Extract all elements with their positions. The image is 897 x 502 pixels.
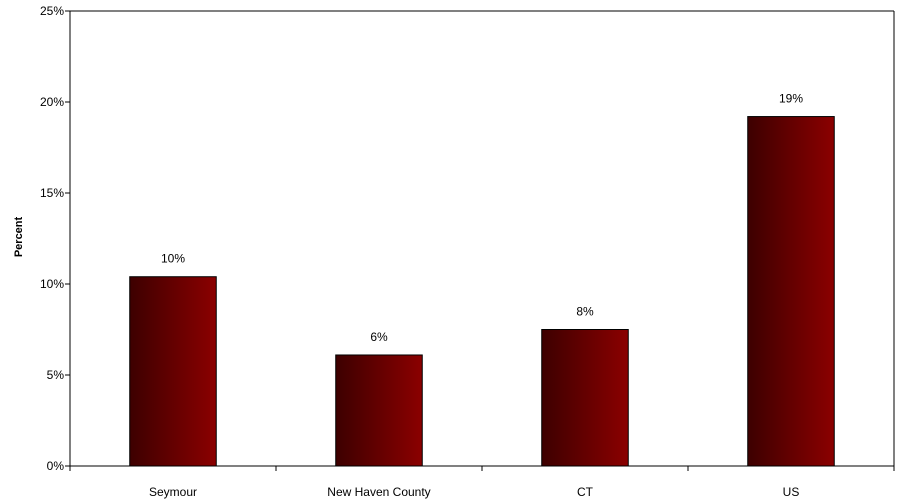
y-axis-title: Percent bbox=[13, 216, 25, 257]
bar bbox=[541, 329, 629, 467]
y-tick-label: 5% bbox=[47, 368, 65, 382]
x-tick-label: CT bbox=[577, 485, 594, 499]
bars bbox=[129, 116, 835, 467]
x-tick-label: New Haven County bbox=[327, 485, 430, 499]
y-tick-label: 25% bbox=[40, 4, 64, 18]
bar bbox=[747, 116, 835, 467]
data-label: 6% bbox=[370, 330, 388, 344]
labels: 10% Seymour 6% New Haven County 8% CT 19% US bbox=[149, 92, 803, 499]
y-tick-label: 10% bbox=[40, 277, 64, 291]
x-tick-label: Seymour bbox=[149, 485, 197, 499]
data-label: 8% bbox=[576, 305, 594, 319]
x-tick-label: US bbox=[783, 485, 800, 499]
y-tick-label: 20% bbox=[40, 95, 64, 109]
data-label: 10% bbox=[161, 252, 185, 266]
y-tick-label: 0% bbox=[47, 459, 65, 473]
data-label: 19% bbox=[779, 92, 803, 106]
bar bbox=[335, 354, 423, 467]
bar bbox=[129, 276, 217, 467]
y-tick-label: 15% bbox=[40, 186, 64, 200]
